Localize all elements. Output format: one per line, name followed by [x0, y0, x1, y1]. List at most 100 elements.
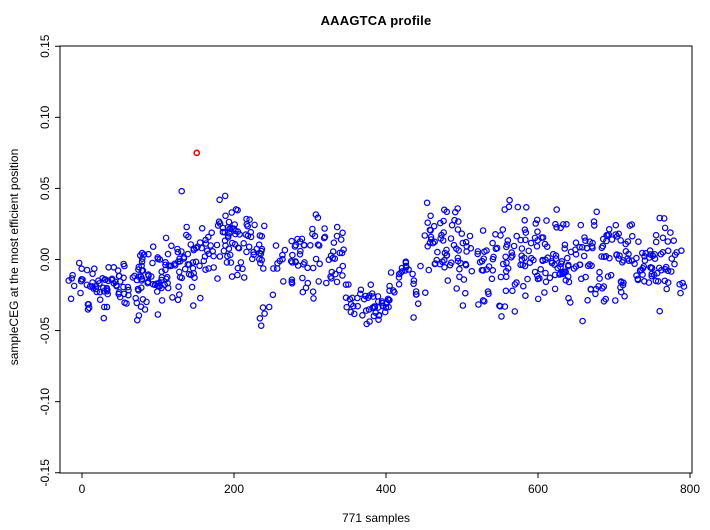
data-point: [483, 247, 490, 254]
data-point: [205, 265, 212, 272]
data-point: [145, 250, 152, 258]
data-point: [273, 265, 281, 272]
data-point: [90, 285, 97, 292]
data-point: [149, 243, 157, 251]
data-point: [224, 252, 231, 260]
y-tick-label: 0.00: [38, 247, 52, 271]
data-point: [246, 216, 253, 224]
data-point: [456, 265, 463, 273]
data-point: [138, 267, 146, 274]
data-point: [431, 260, 439, 267]
data-point: [138, 284, 145, 292]
data-point: [103, 303, 111, 311]
data-point: [566, 299, 574, 306]
data-point: [542, 256, 549, 264]
data-point: [613, 251, 620, 259]
data-point: [214, 222, 222, 229]
data-point: [621, 292, 628, 300]
data-point: [501, 303, 509, 310]
data-point: [660, 215, 668, 222]
data-point: [522, 292, 529, 300]
data-point: [534, 295, 542, 303]
data-point: [287, 257, 295, 265]
data-point: [612, 221, 620, 229]
data-point: [537, 265, 545, 273]
data-point: [89, 279, 96, 286]
data-point: [100, 314, 108, 322]
data-point: [561, 245, 569, 252]
data-point: [385, 303, 392, 311]
data-point: [243, 221, 251, 228]
data-point: [457, 259, 464, 267]
data-point: [596, 275, 603, 282]
data-point: [123, 300, 130, 307]
data-point: [611, 297, 619, 304]
data-point: [138, 258, 146, 266]
data-point: [608, 236, 616, 243]
data-point: [297, 247, 304, 255]
data-point: [502, 253, 509, 261]
data-point: [459, 239, 467, 247]
data-point: [178, 248, 185, 255]
data-point: [524, 275, 531, 283]
data-point: [677, 289, 684, 297]
data-point: [596, 268, 603, 276]
data-point: [176, 255, 183, 263]
data-point: [154, 311, 162, 318]
data-point: [653, 269, 661, 277]
data-point: [249, 255, 256, 263]
data-point: [333, 223, 341, 231]
data-point: [497, 232, 504, 239]
data-point: [604, 273, 612, 280]
data-point: [489, 266, 497, 274]
data-point: [600, 297, 608, 305]
data-point: [124, 283, 132, 291]
data-point: [518, 245, 526, 252]
data-point: [292, 258, 299, 265]
y-tick-label: -0.05: [38, 317, 52, 345]
data-point: [65, 277, 73, 284]
data-point: [514, 203, 522, 211]
data-point: [213, 241, 221, 249]
data-point: [149, 259, 156, 267]
data-point: [310, 295, 317, 302]
data-point: [433, 256, 441, 264]
data-point: [648, 272, 656, 280]
data-point: [183, 223, 191, 231]
data-point: [497, 273, 505, 281]
data-point: [462, 261, 470, 269]
data-point: [239, 265, 246, 273]
data-point: [325, 256, 333, 264]
y-tick-label: 0.05: [38, 176, 52, 200]
data-point: [288, 279, 296, 287]
data-point: [184, 250, 192, 258]
data-point: [606, 254, 613, 262]
data-point: [519, 282, 527, 290]
data-point: [335, 266, 343, 274]
data-point: [670, 237, 678, 245]
x-tick-label: 200: [224, 482, 244, 496]
data-point: [164, 284, 172, 292]
data-point: [517, 236, 525, 244]
data-point: [673, 249, 681, 256]
data-point: [502, 267, 510, 275]
data-point: [192, 258, 200, 266]
data-point: [414, 300, 422, 308]
data-point: [336, 249, 344, 257]
data-point: [446, 261, 454, 269]
data-point: [617, 278, 625, 285]
data-point: [229, 239, 236, 247]
data-point: [668, 255, 676, 262]
data-point: [112, 278, 119, 286]
data-point: [667, 229, 674, 236]
data-point: [114, 267, 122, 274]
data-point: [139, 295, 147, 303]
data-point: [188, 283, 196, 291]
data-point: [180, 255, 188, 262]
data-point: [504, 237, 512, 244]
data-point: [102, 276, 109, 283]
chart-title: AAAGTCA profile: [320, 13, 432, 28]
data-point: [234, 206, 241, 214]
data-point: [194, 243, 201, 251]
data-point: [572, 239, 580, 247]
